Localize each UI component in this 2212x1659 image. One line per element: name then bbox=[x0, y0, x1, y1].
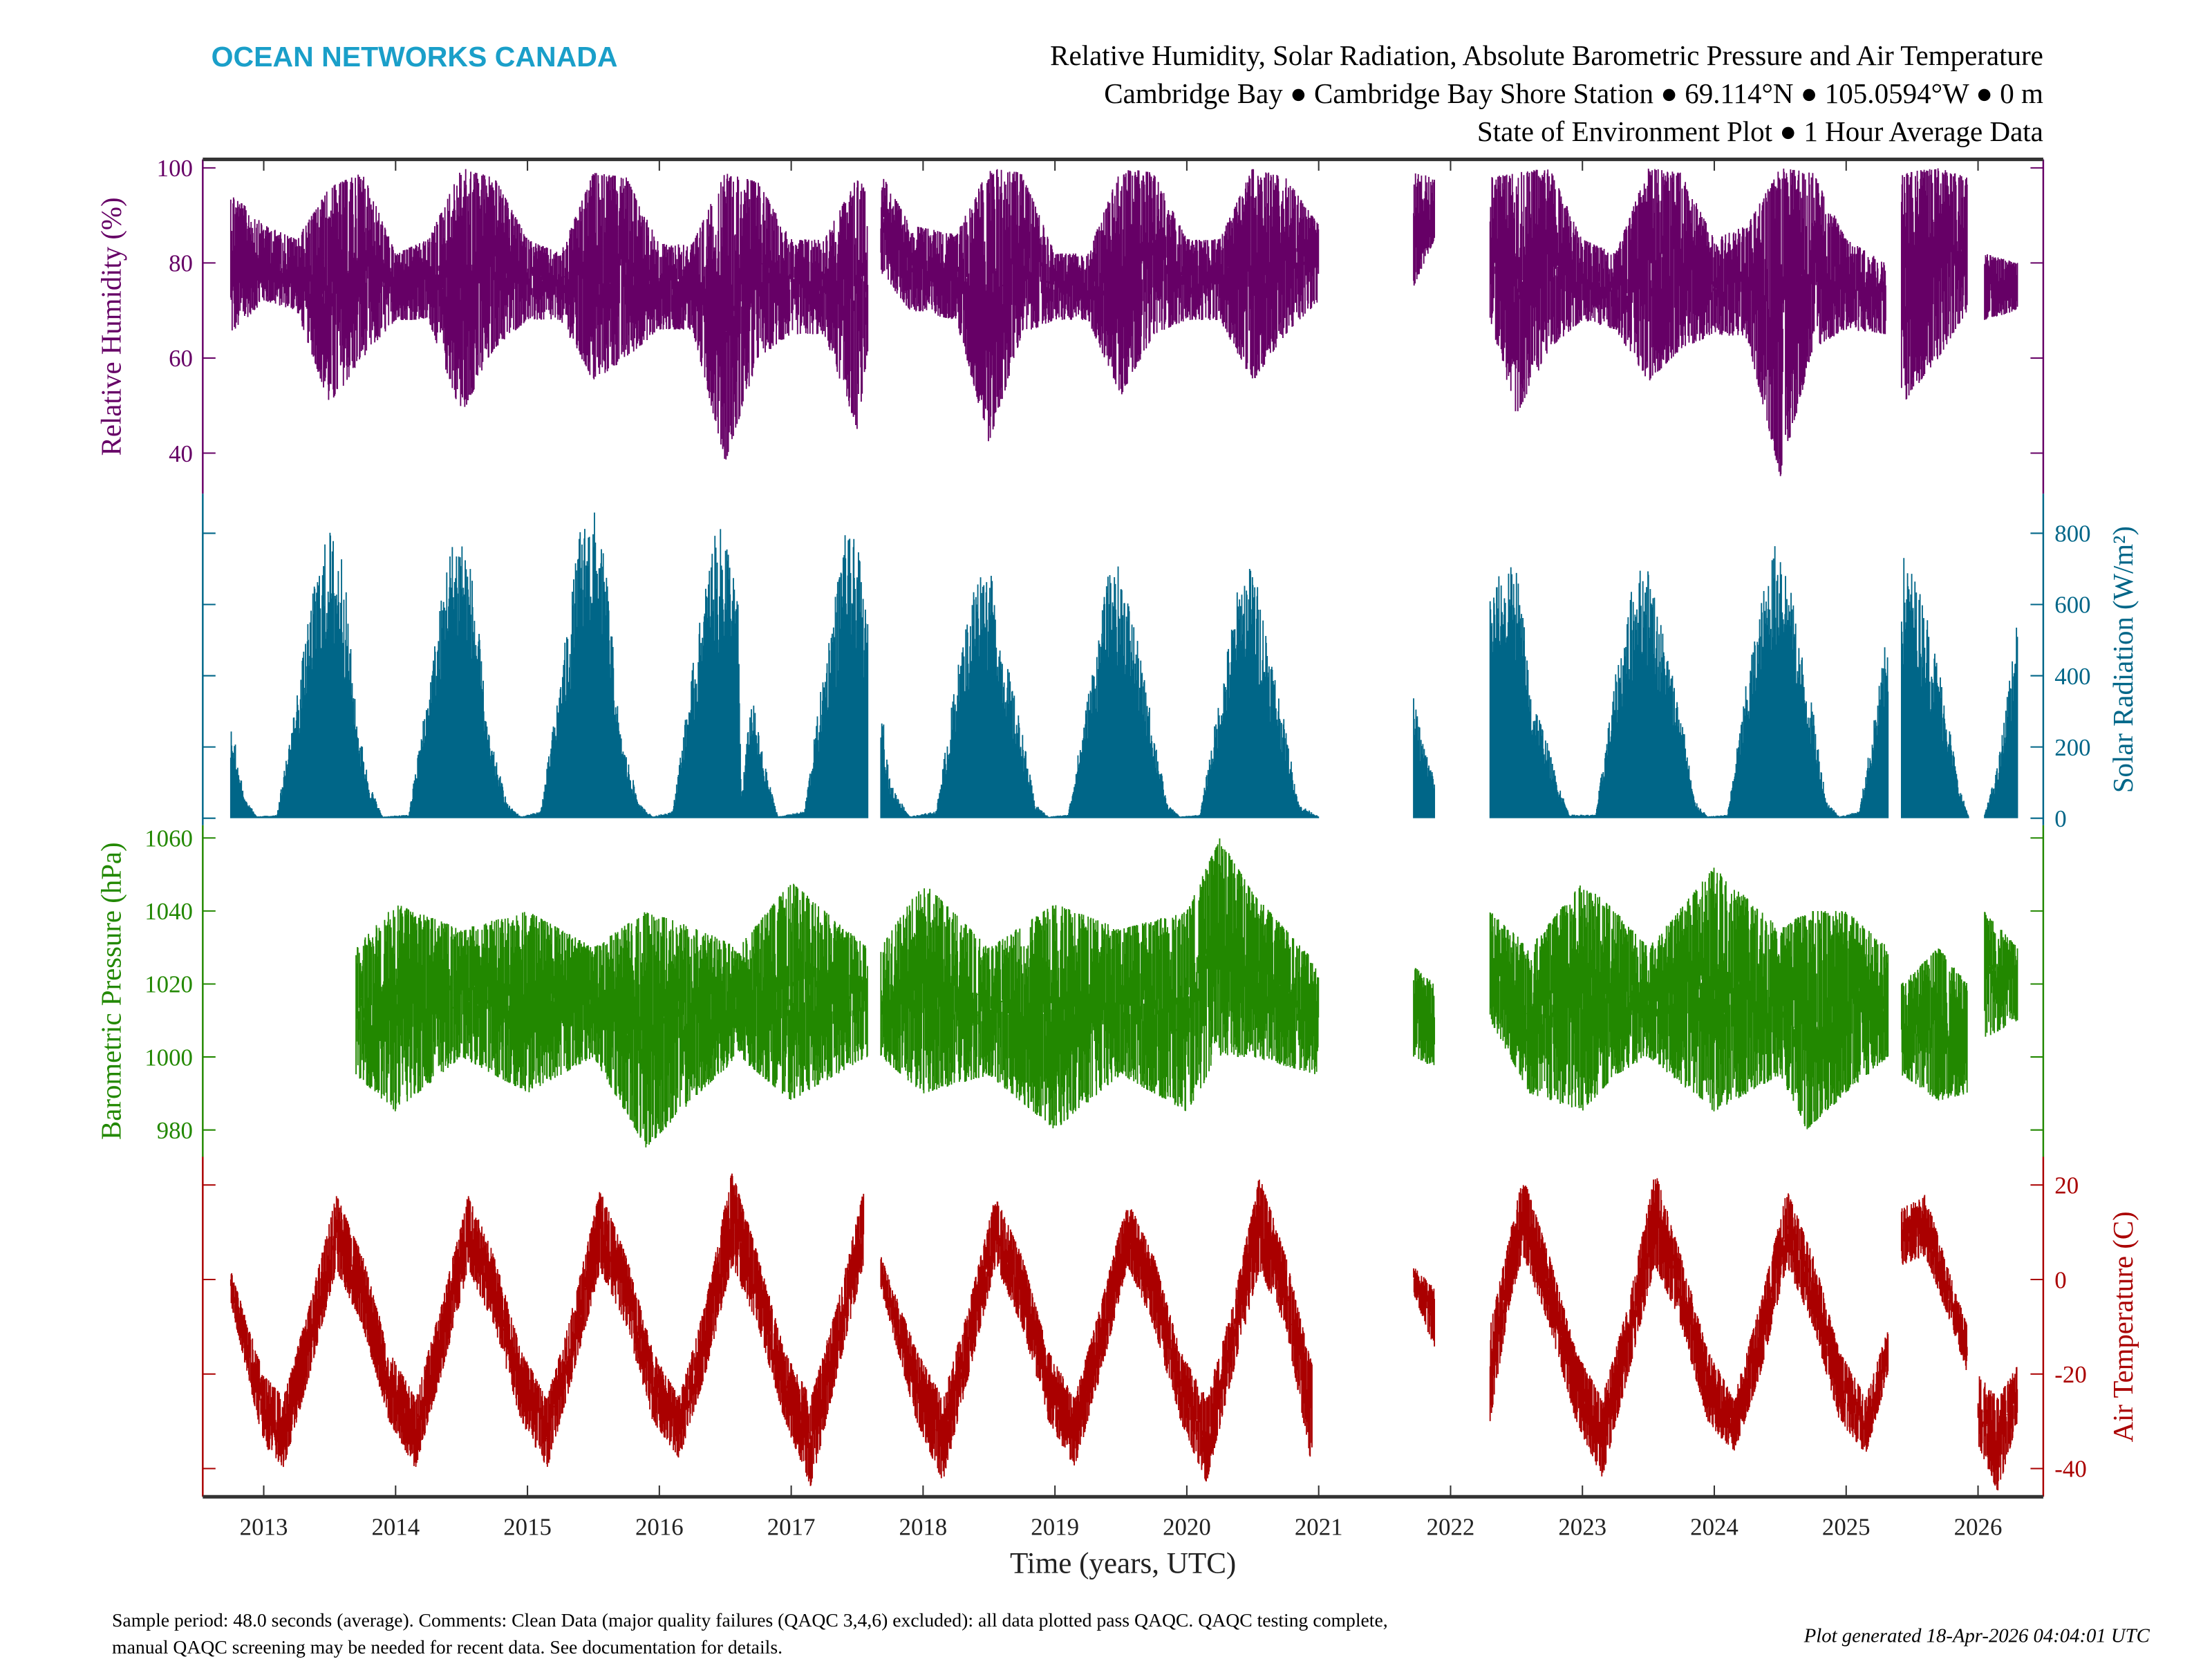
temperature-series-segment bbox=[1977, 1367, 2018, 1491]
pressure-series-segment bbox=[1413, 968, 1436, 1065]
solar-y-tick-label: 600 bbox=[2054, 592, 2090, 619]
humidity-y-axis-label: Relative Humidity (%) bbox=[95, 197, 126, 456]
humidity-series-segment bbox=[229, 169, 869, 460]
solar-y-tick-label: 400 bbox=[2054, 663, 2090, 690]
pressure-series-segment bbox=[355, 883, 868, 1147]
temperature-series-segment bbox=[880, 1179, 1313, 1482]
x-tick-label: 2019 bbox=[1031, 1513, 1079, 1540]
pressure-y-axis-label: Barometric Pressure (hPa) bbox=[95, 842, 126, 1140]
temperature-y-tick-label: 0 bbox=[2054, 1266, 2066, 1293]
humidity-series-segment bbox=[1900, 168, 1968, 400]
temperature-y-tick-label: 20 bbox=[2054, 1172, 2079, 1199]
pressure-series-segment bbox=[1984, 912, 2018, 1037]
humidity-series-segment bbox=[1413, 173, 1436, 286]
footer-comment-line1: Sample period: 48.0 seconds (average). C… bbox=[112, 1609, 1388, 1631]
x-axis-label: Time (years, UTC) bbox=[1010, 1548, 1236, 1580]
humidity-y-tick-label: 60 bbox=[169, 345, 193, 372]
solar-y-axis-label: Solar Radiation (W/m²) bbox=[2108, 526, 2139, 793]
humidity-series-segment bbox=[880, 169, 1320, 442]
temperature-series-segment bbox=[1413, 1268, 1436, 1347]
x-tick-label: 2021 bbox=[1295, 1513, 1343, 1540]
solar-series-segment bbox=[1984, 627, 2018, 818]
x-tick-label: 2018 bbox=[899, 1513, 948, 1540]
pressure-y-tick-label: 1060 bbox=[144, 825, 193, 852]
humidity-series-segment bbox=[1984, 254, 2018, 320]
temperature-y-tick-label: -40 bbox=[2054, 1456, 2086, 1483]
solar-y-tick-label: 200 bbox=[2054, 734, 2090, 761]
chart-subtitle-type: State of Environment Plot ● 1 Hour Avera… bbox=[1477, 116, 2043, 147]
x-tick-label: 2016 bbox=[635, 1513, 684, 1540]
solar-series-segment bbox=[229, 512, 869, 818]
x-tick-label: 2022 bbox=[1427, 1513, 1475, 1540]
x-tick-label: 2017 bbox=[767, 1513, 816, 1540]
solar-y-tick-label: 800 bbox=[2054, 521, 2090, 547]
humidity-y-tick-label: 40 bbox=[169, 440, 193, 467]
solar-series-segment bbox=[1413, 698, 1436, 818]
humidity-y-tick-label: 80 bbox=[169, 250, 193, 277]
temperature-y-tick-label: -20 bbox=[2054, 1361, 2086, 1388]
pressure-y-tick-label: 1040 bbox=[144, 898, 193, 925]
solar-y-tick-label: 0 bbox=[2054, 805, 2066, 832]
axes: 100 80 60 40 Relative Humidity (%) 800 600 400 2… bbox=[95, 155, 2139, 1540]
pressure-y-tick-label: 1020 bbox=[144, 971, 193, 998]
chart-title: Relative Humidity, Solar Radiation, Abso… bbox=[1050, 40, 2043, 71]
pressure-series-segment bbox=[1900, 948, 1968, 1100]
x-tick-label: 2015 bbox=[503, 1513, 552, 1540]
plot-generated-timestamp: Plot generated 18-Apr-2026 04:04:01 UTC bbox=[1803, 1625, 2150, 1647]
humidity-series-segment bbox=[1489, 168, 1886, 476]
solar-series-segment bbox=[1489, 546, 1889, 818]
x-tick-label: 2014 bbox=[371, 1513, 420, 1540]
solar-series-segment bbox=[1900, 558, 1969, 818]
x-tick-label: 2024 bbox=[1690, 1513, 1738, 1540]
temperature-y-axis-label: Air Temperature (C) bbox=[2108, 1211, 2139, 1442]
temperature-series-segment bbox=[1489, 1178, 1889, 1477]
x-tick-label: 2026 bbox=[1954, 1513, 2003, 1540]
footer-comment-line2: manual QAQC screening may be needed for … bbox=[112, 1636, 782, 1658]
x-tick-label: 2023 bbox=[1558, 1513, 1606, 1540]
solar-series-segment bbox=[880, 566, 1320, 818]
temperature-series-segment bbox=[1900, 1194, 1968, 1370]
x-tick-label: 2013 bbox=[240, 1513, 288, 1540]
temperature-series-segment bbox=[229, 1173, 865, 1486]
plot-area bbox=[229, 168, 2018, 1491]
x-tick-label: 2025 bbox=[1822, 1513, 1871, 1540]
chart-subtitle-location: Cambridge Bay ● Cambridge Bay Shore Stat… bbox=[1104, 78, 2043, 109]
onc-logo: OCEAN NETWORKS CANADA bbox=[212, 41, 618, 73]
pressure-y-tick-label: 1000 bbox=[144, 1044, 193, 1071]
pressure-y-tick-label: 980 bbox=[157, 1117, 193, 1144]
x-tick-label: 2020 bbox=[1163, 1513, 1211, 1540]
pressure-series-segment bbox=[880, 838, 1320, 1129]
pressure-series-segment bbox=[1489, 868, 1889, 1130]
humidity-y-tick-label: 100 bbox=[157, 155, 193, 182]
